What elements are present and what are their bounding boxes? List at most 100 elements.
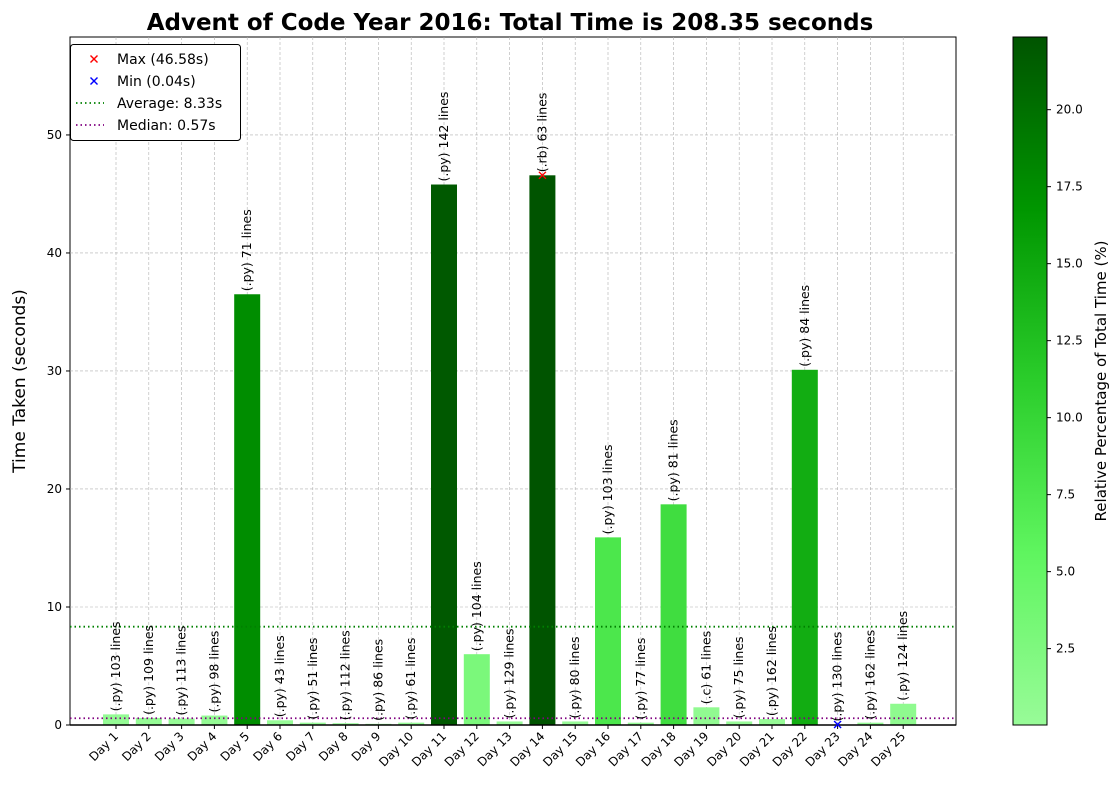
- x-tick-label: Day 21: [737, 729, 777, 769]
- bar-data-label: (.py) 51 lines: [305, 638, 320, 720]
- x-tick-label: Day 11: [409, 729, 449, 769]
- bar: [595, 537, 621, 725]
- bar-data-label: (.py) 103 lines: [108, 621, 123, 711]
- x-tick-label: Day 1: [86, 729, 121, 764]
- colorbar-gradient: [1012, 36, 1048, 726]
- bar-data-label: (.c) 61 lines: [698, 631, 713, 705]
- bar: [398, 722, 425, 725]
- bar: [234, 294, 261, 725]
- x-tick-label: Day 3: [152, 729, 187, 764]
- bar-data-label: (.py) 129 lines: [502, 629, 517, 719]
- bar-data-label: (.py) 142 lines: [436, 92, 451, 182]
- bar-data-label: (.py) 162 lines: [862, 630, 877, 720]
- y-tick-label: 0: [54, 718, 62, 732]
- bar: [890, 703, 917, 725]
- bar-data-label: (.py) 112 lines: [338, 630, 353, 720]
- bar-data-label: (.rb) 63 lines: [534, 93, 549, 173]
- colorbar-tick-label: 20.0: [1056, 103, 1083, 117]
- y-tick-label: 30: [47, 364, 62, 378]
- bar: [267, 720, 293, 725]
- bar-data-label: (.py) 124 lines: [895, 611, 910, 701]
- bar: [135, 717, 162, 725]
- legend-entry: Max (46.58s): [90, 52, 209, 68]
- bar: [726, 721, 753, 725]
- legend-entry: Min (0.04s): [90, 74, 196, 90]
- bar: [562, 721, 589, 725]
- bar-data-label: (.py) 71 lines: [239, 209, 254, 291]
- colorbar-tick-label: 10.0: [1056, 411, 1083, 425]
- bar: [627, 722, 654, 725]
- x-tick-label: Day 18: [639, 729, 679, 769]
- bar: [496, 721, 523, 725]
- bar-data-label: (.py) 162 lines: [764, 626, 779, 716]
- legend-marker: [90, 55, 98, 63]
- bar: [660, 504, 687, 725]
- x-tick-label: Day 7: [283, 729, 318, 764]
- x-tick-label: Day 23: [803, 729, 843, 769]
- bar: [431, 184, 457, 725]
- x-tick-label: Day 19: [671, 729, 711, 769]
- y-tick-label: 20: [47, 482, 62, 496]
- bar-data-label: (.py) 77 lines: [633, 638, 648, 720]
- bar-data-label: (.py) 103 lines: [600, 444, 615, 534]
- bar-data-label: (.py) 109 lines: [141, 625, 156, 715]
- x-tick-label: Day 13: [475, 729, 515, 769]
- bar: [791, 369, 818, 725]
- plot-area: 0 10 20 30 40 50 (.py) 103 lines Day 1 (.py) 109…: [47, 36, 957, 769]
- y-axis-title: Time Taken (seconds): [10, 289, 30, 474]
- colorbar-title: Relative Percentage of Total Time (%): [1092, 241, 1110, 522]
- y-tick-label: 50: [47, 128, 62, 142]
- max-marker: [538, 171, 547, 180]
- bar-data-label: (.py) 75 lines: [731, 636, 746, 718]
- bar-data-label: (.py) 98 lines: [206, 631, 221, 713]
- x-tick-label: Day 16: [573, 729, 613, 769]
- colorbar: 2.5 5.0 7.5 10.0 12.5 15.0 17.5 20.0: [1012, 36, 1083, 726]
- x-tick-label: Day 12: [442, 729, 482, 769]
- bar: [857, 722, 884, 725]
- x-tick-label: Day 10: [376, 729, 416, 769]
- bar-data-label: (.py) 80 lines: [567, 636, 582, 718]
- x-tick-label: Day 25: [868, 729, 908, 769]
- legend-box: [70, 44, 241, 141]
- bar-data-label: (.py) 113 lines: [174, 626, 189, 716]
- x-tick-label: Day 6: [250, 729, 285, 764]
- bar-data-label: (.py) 43 lines: [272, 635, 287, 717]
- x-tick-label: Day 5: [218, 729, 253, 764]
- x-tick-label: Day 4: [185, 729, 220, 764]
- legend-label: Median: 0.57s: [117, 118, 216, 134]
- legend-marker: [90, 77, 98, 85]
- chart-title: Advent of Code Year 2016: Total Time is …: [147, 10, 874, 36]
- bar: [299, 722, 326, 725]
- legend-label: Max (46.58s): [117, 52, 209, 68]
- bar-data-label: (.py) 130 lines: [830, 632, 845, 722]
- x-tick-label: Day 17: [606, 729, 646, 769]
- x-tick-label: Day 2: [119, 729, 154, 764]
- legend-label: Min (0.04s): [117, 74, 196, 90]
- legend-entry: Average: 8.33s: [76, 96, 222, 112]
- bar-data-label: (.py) 86 lines: [370, 639, 385, 721]
- bar: [529, 175, 556, 726]
- x-tick-label: Day 22: [770, 729, 810, 769]
- bar-data-label: (.py) 84 lines: [797, 285, 812, 367]
- x-tick-label: Day 24: [835, 729, 875, 769]
- colorbar-tick-label: 5.0: [1056, 565, 1075, 579]
- bar: [201, 715, 228, 725]
- bar: [463, 654, 490, 725]
- min-marker: [833, 720, 842, 729]
- y-tick-label: 40: [47, 246, 62, 260]
- bar-data-label: (.py) 81 lines: [666, 419, 681, 501]
- x-tick-label: Day 8: [316, 729, 351, 764]
- bar: [332, 723, 359, 725]
- bar-data-label: (.py) 104 lines: [469, 561, 484, 651]
- y-tick-label: 10: [47, 600, 62, 614]
- colorbar-tick-label: 15.0: [1056, 257, 1083, 271]
- colorbar-tick-label: 17.5: [1056, 180, 1083, 194]
- bar: [759, 719, 785, 725]
- colorbar-tick-label: 7.5: [1056, 488, 1075, 502]
- bar: [693, 707, 720, 725]
- x-tick-label: Day 20: [704, 729, 744, 769]
- bar-data-label: (.py) 61 lines: [403, 638, 418, 720]
- legend: Max (46.58s) Min (0.04s) Average: 8.33s Med…: [70, 44, 241, 141]
- colorbar-tick-label: 2.5: [1056, 642, 1075, 656]
